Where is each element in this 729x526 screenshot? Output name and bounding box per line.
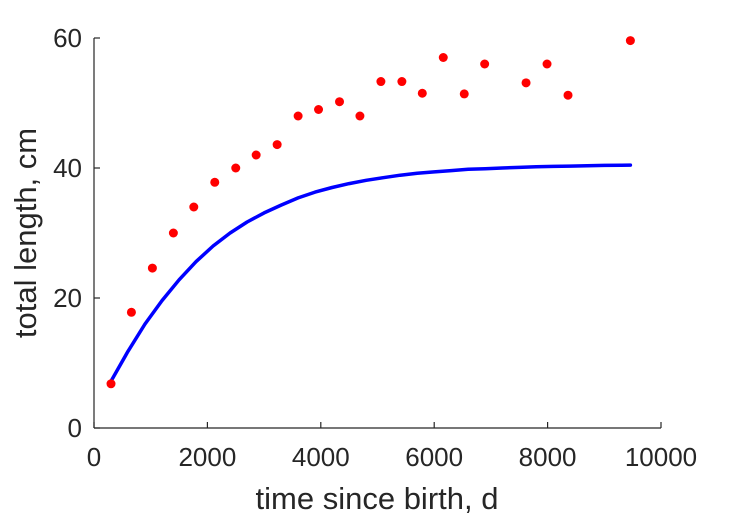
data-point bbox=[189, 202, 199, 212]
data-point bbox=[231, 163, 241, 173]
data-point bbox=[459, 89, 469, 99]
y-tick-label: 0 bbox=[68, 413, 82, 443]
plot-series bbox=[106, 36, 635, 389]
data-point bbox=[272, 140, 282, 150]
data-point bbox=[376, 77, 386, 87]
y-axis-ticks: 0 20 40 60 bbox=[53, 23, 100, 443]
data-point bbox=[210, 177, 220, 187]
x-tick-label: 0 bbox=[87, 442, 101, 472]
y-tick-label: 40 bbox=[53, 153, 82, 183]
data-point bbox=[542, 59, 552, 69]
data-point bbox=[314, 105, 324, 114]
data-point bbox=[106, 379, 116, 389]
data-point bbox=[521, 78, 531, 88]
data-point bbox=[168, 228, 178, 238]
data-point bbox=[147, 263, 157, 273]
data-point bbox=[438, 53, 448, 62]
data-point bbox=[355, 111, 365, 121]
x-tick-label: 4000 bbox=[292, 442, 350, 472]
data-point bbox=[417, 88, 427, 98]
x-axis-label: time since birth, d bbox=[256, 481, 499, 516]
x-axis-ticks: 0 2000 4000 6000 8000 10000 bbox=[87, 422, 697, 472]
y-axis-label: total length, cm bbox=[8, 128, 43, 338]
x-tick-label: 8000 bbox=[519, 442, 577, 472]
fitted-curve-line bbox=[109, 163, 633, 383]
data-point bbox=[480, 59, 490, 69]
data-point bbox=[293, 111, 303, 121]
data-point bbox=[625, 36, 635, 46]
y-tick-label: 20 bbox=[53, 283, 82, 313]
data-point bbox=[126, 307, 136, 317]
data-point bbox=[563, 90, 573, 100]
data-point bbox=[251, 150, 261, 160]
data-point bbox=[397, 77, 407, 87]
x-tick-label: 6000 bbox=[405, 442, 463, 472]
x-tick-label: 2000 bbox=[178, 442, 236, 472]
data-point bbox=[335, 97, 345, 107]
x-tick-label: 10000 bbox=[625, 442, 697, 472]
y-tick-label: 60 bbox=[53, 23, 82, 53]
axes bbox=[93, 38, 661, 429]
